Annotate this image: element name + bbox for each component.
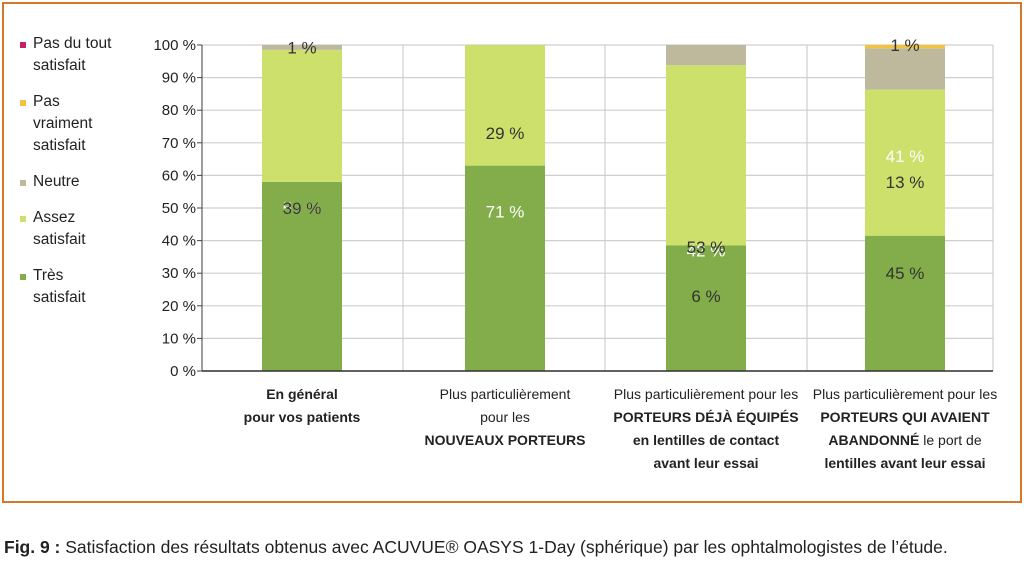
x-tick-label: pour les bbox=[480, 409, 530, 425]
x-tick-label-part: avant leur essai bbox=[653, 455, 758, 471]
x-tick-label-part: NOUVEAUX PORTEURS bbox=[424, 432, 585, 448]
legend-label: Assez bbox=[33, 209, 75, 226]
bar-segment bbox=[465, 45, 545, 166]
caption-prefix: Fig. 9 : bbox=[4, 537, 61, 557]
x-tick-label-part: Plus particulièrement pour les bbox=[813, 386, 997, 402]
x-tick-label: Plus particulièrement bbox=[440, 386, 571, 402]
legend-label: Très bbox=[33, 267, 64, 284]
x-tick-label: PORTEURS DÉJÀ ÉQUIPÉS bbox=[613, 409, 798, 425]
legend-swatch bbox=[20, 100, 26, 106]
data-label: 1 % bbox=[287, 38, 316, 57]
stacked-bar-chart: Pas du tout satisfait Pas vraiment satisfait… bbox=[20, 35, 997, 471]
legend-label: Pas bbox=[33, 93, 60, 110]
y-tick-label: 10 % bbox=[162, 330, 196, 347]
y-tick-label: 70 % bbox=[162, 135, 196, 152]
data-label: 45 % bbox=[886, 264, 925, 283]
x-tick-label-part: ABANDONNÉ bbox=[828, 432, 919, 448]
data-label: 71 % bbox=[486, 202, 525, 221]
y-tick-label: 20 % bbox=[162, 298, 196, 315]
data-label: 39 % bbox=[283, 199, 322, 218]
x-tick-label: lentilles avant leur essai bbox=[824, 455, 985, 471]
y-tick-label: 90 % bbox=[162, 70, 196, 87]
bar-segment bbox=[865, 48, 945, 90]
x-tick-label: Plus particulièrement pour les bbox=[813, 386, 997, 402]
x-tick-label: pour vos patients bbox=[244, 409, 361, 425]
legend: Pas du tout satisfait Pas vraiment satisfait… bbox=[20, 35, 112, 306]
data-label: 1 % bbox=[890, 36, 919, 55]
caption-text: Satisfaction des résultats obtenus avec … bbox=[60, 537, 948, 557]
legend-label: Pas du tout bbox=[33, 35, 112, 52]
x-tick-label-part: En général bbox=[266, 386, 338, 402]
bar-segment bbox=[666, 65, 746, 246]
y-tick-label: 60 % bbox=[162, 167, 196, 184]
x-tick-label: NOUVEAUX PORTEURS bbox=[424, 432, 585, 448]
y-tick-label: 100 % bbox=[153, 37, 196, 54]
x-tick-label: avant leur essai bbox=[653, 455, 758, 471]
bar-segment bbox=[865, 89, 945, 236]
y-axis: 0 % 10 % 20 % 30 % 40 % 50 % 60 % 70 % 80 % 90 % 1… bbox=[153, 37, 203, 380]
segment-labels: 59 %39 % 1 % 71 % 29 % 42 %53 % 6 % 41 % 45 % 13… bbox=[283, 36, 925, 306]
x-tick-label-part: pour les bbox=[480, 409, 530, 425]
y-tick-label: 0 % bbox=[170, 363, 196, 380]
x-tick-label-part: le port de bbox=[919, 432, 981, 448]
legend-swatch bbox=[20, 216, 26, 222]
bars bbox=[262, 45, 945, 371]
x-tick-label: en lentilles de contact bbox=[633, 432, 780, 448]
legend-label: satisfait bbox=[33, 289, 86, 306]
legend-label: Neutre bbox=[33, 173, 80, 190]
x-tick-label-part: pour vos patients bbox=[244, 409, 361, 425]
data-label: 53 % bbox=[687, 238, 726, 257]
x-tick-label-part: lentilles avant leur essai bbox=[824, 455, 985, 471]
bar-segment bbox=[465, 165, 545, 371]
x-tick-label-part: en lentilles de contact bbox=[633, 432, 780, 448]
data-label: 41 % bbox=[886, 147, 925, 166]
y-tick-label: 50 % bbox=[162, 200, 196, 217]
y-tick-label: 40 % bbox=[162, 233, 196, 250]
data-label: 13 % bbox=[886, 173, 925, 192]
figure-frame bbox=[2, 2, 1022, 503]
y-tick-label: 30 % bbox=[162, 265, 196, 282]
bar-segment bbox=[262, 49, 342, 182]
legend-swatch bbox=[20, 180, 26, 186]
x-tick-label-part: PORTEURS QUI AVAIENT bbox=[820, 409, 990, 425]
legend-swatch bbox=[20, 274, 26, 280]
x-tick-label: PORTEURS QUI AVAIENT bbox=[820, 409, 990, 425]
x-tick-label-part: Plus particulièrement pour les bbox=[614, 386, 798, 402]
bar-segment bbox=[865, 235, 945, 371]
bar-segment bbox=[666, 245, 746, 371]
x-tick-label: En général bbox=[266, 386, 338, 402]
x-tick-label: ABANDONNÉ le port de bbox=[828, 432, 981, 448]
bar-segment bbox=[666, 45, 746, 66]
legend-swatch bbox=[20, 42, 26, 48]
figure-caption: Fig. 9 : Satisfaction des résultats obte… bbox=[4, 537, 1022, 557]
y-tick-label: 80 % bbox=[162, 102, 196, 119]
x-tick-label-part: Plus particulièrement bbox=[440, 386, 571, 402]
bar-segment bbox=[865, 45, 945, 49]
bar-segment bbox=[262, 45, 342, 50]
legend-label: satisfait bbox=[33, 231, 86, 248]
bar-segment bbox=[262, 181, 342, 371]
x-tick-label: Plus particulièrement pour les bbox=[614, 386, 798, 402]
x-axis: En général pour vos patients Plus particul… bbox=[202, 370, 997, 471]
data-label: 42 % bbox=[687, 241, 726, 260]
x-tick-label-part: PORTEURS DÉJÀ ÉQUIPÉS bbox=[613, 409, 798, 425]
data-label: 59 % bbox=[283, 199, 322, 218]
legend-label: satisfait bbox=[33, 137, 86, 154]
legend-label: vraiment bbox=[33, 115, 93, 132]
data-label: 6 % bbox=[691, 287, 720, 306]
legend-label: satisfait bbox=[33, 57, 86, 74]
data-label: 29 % bbox=[486, 124, 525, 143]
